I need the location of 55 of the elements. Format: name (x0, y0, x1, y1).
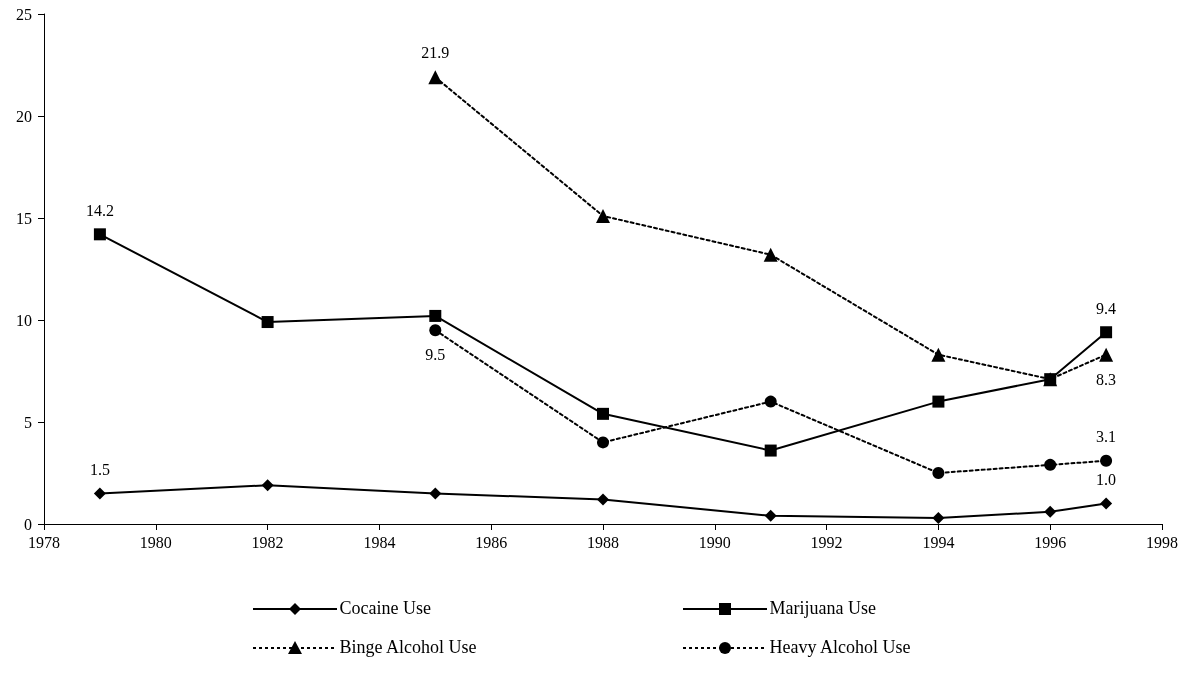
point (93, 487, 106, 500)
x-tick-label: 1996 (1034, 533, 1067, 551)
point (764, 509, 777, 522)
y-tick-label: 5 (24, 413, 32, 431)
x-tick-label: 1980 (139, 533, 172, 551)
point (93, 228, 106, 241)
data-label: 3.1 (1096, 428, 1117, 446)
data-label: 1.0 (1096, 471, 1117, 489)
point (932, 511, 945, 524)
legend-label: Cocaine Use (339, 598, 431, 619)
y-tick-label: 15 (16, 209, 32, 227)
point (1100, 454, 1113, 467)
point (932, 395, 945, 408)
data-label: 1.5 (89, 460, 110, 478)
legend-label: Marijuana Use (769, 598, 876, 619)
x-tick-label: 1992 (810, 533, 843, 551)
data-label: 8.3 (1096, 371, 1117, 389)
point (764, 395, 777, 408)
x-tick-label: 1998 (1146, 533, 1178, 551)
legend-label: Binge Alcohol Use (339, 637, 477, 658)
point (1044, 458, 1057, 471)
point (597, 493, 609, 506)
data-label: 9.4 (1096, 299, 1117, 317)
x-tick-label: 1986 (475, 533, 508, 551)
x-tick-label: 1994 (922, 533, 955, 551)
point (429, 487, 442, 500)
y-tick-label: 20 (16, 107, 32, 125)
point (932, 467, 945, 479)
point (931, 347, 946, 362)
point (1099, 347, 1114, 362)
data-label: 14.2 (85, 201, 114, 219)
x-tick-label: 1982 (251, 533, 284, 551)
x-tick-label: 1988 (587, 533, 619, 551)
point (261, 479, 274, 492)
point (429, 309, 442, 322)
x-tick-label: 1984 (363, 533, 396, 551)
point (428, 70, 443, 85)
point (763, 247, 778, 262)
y-tick-label: 0 (24, 515, 32, 533)
point (429, 324, 442, 337)
x-tick-label: 1978 (28, 533, 60, 551)
x-tick-label: 1990 (698, 533, 731, 551)
y-tick-label: 10 (16, 311, 32, 329)
point (596, 208, 610, 223)
point (1100, 497, 1113, 510)
data-label: 21.9 (421, 43, 450, 61)
point (597, 436, 609, 449)
legend-label: Heavy Alcohol Use (769, 637, 911, 658)
point (764, 444, 777, 457)
point (1100, 326, 1113, 339)
data-label: 9.5 (425, 345, 446, 363)
y-tick-label: 25 (16, 5, 32, 23)
point (1044, 505, 1057, 518)
point (261, 316, 274, 329)
point (597, 407, 609, 420)
